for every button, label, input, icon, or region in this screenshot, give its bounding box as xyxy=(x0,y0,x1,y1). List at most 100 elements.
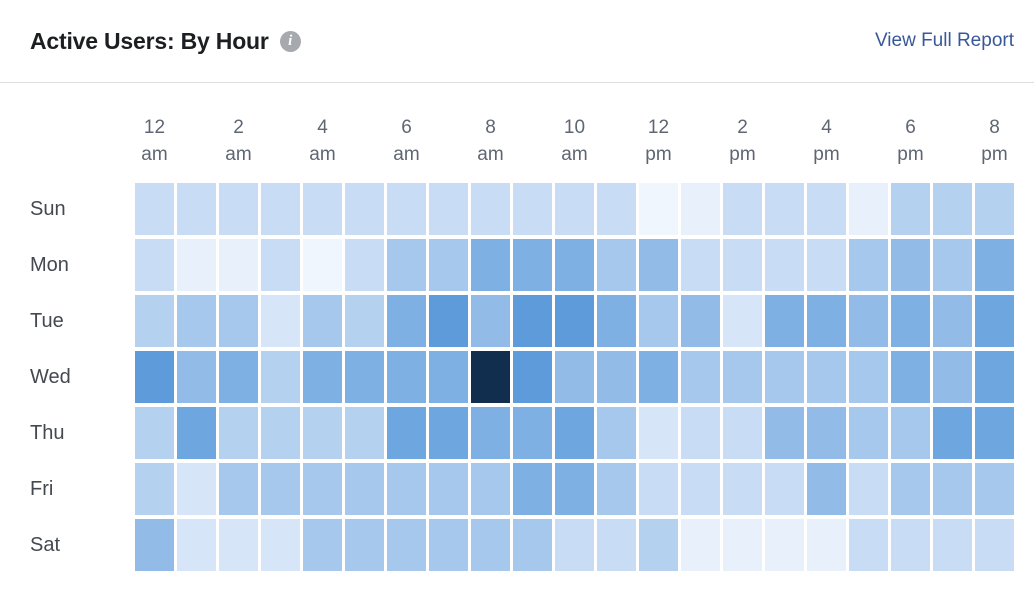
heatmap-cell[interactable] xyxy=(345,183,384,235)
heatmap-cell[interactable] xyxy=(933,239,972,291)
heatmap-cell[interactable] xyxy=(135,351,174,403)
heatmap-cell[interactable] xyxy=(723,519,762,571)
heatmap-cell[interactable] xyxy=(597,407,636,459)
heatmap-cell[interactable] xyxy=(933,519,972,571)
heatmap-cell[interactable] xyxy=(345,519,384,571)
heatmap-cell[interactable] xyxy=(135,183,174,235)
heatmap-cell[interactable] xyxy=(807,463,846,515)
heatmap-cell[interactable] xyxy=(765,519,804,571)
info-icon[interactable]: i xyxy=(279,30,301,52)
heatmap-cell[interactable] xyxy=(849,407,888,459)
heatmap-cell[interactable] xyxy=(807,519,846,571)
heatmap-cell[interactable] xyxy=(849,295,888,347)
heatmap-cell[interactable] xyxy=(429,183,468,235)
heatmap-cell[interactable] xyxy=(471,407,510,459)
heatmap-cell[interactable] xyxy=(975,407,1014,459)
heatmap-cell[interactable] xyxy=(303,239,342,291)
heatmap-cell[interactable] xyxy=(681,463,720,515)
heatmap-cell[interactable] xyxy=(891,407,930,459)
heatmap-cell[interactable] xyxy=(639,463,678,515)
heatmap-cell[interactable] xyxy=(555,519,594,571)
heatmap-cell[interactable] xyxy=(723,183,762,235)
heatmap-cell[interactable] xyxy=(429,351,468,403)
heatmap-cell[interactable] xyxy=(429,463,468,515)
heatmap-cell[interactable] xyxy=(135,295,174,347)
heatmap-cell[interactable] xyxy=(513,407,552,459)
view-full-report-link[interactable]: View Full Report xyxy=(874,30,1014,51)
heatmap-cell[interactable] xyxy=(513,519,552,571)
heatmap-cell[interactable] xyxy=(639,183,678,235)
heatmap-cell[interactable] xyxy=(723,351,762,403)
heatmap-cell[interactable] xyxy=(135,519,174,571)
heatmap-cell[interactable] xyxy=(891,519,930,571)
heatmap-cell[interactable] xyxy=(849,239,888,291)
heatmap-cell[interactable] xyxy=(849,183,888,235)
heatmap-cell[interactable] xyxy=(429,407,468,459)
heatmap-cell[interactable] xyxy=(555,407,594,459)
heatmap-cell[interactable] xyxy=(807,351,846,403)
heatmap-cell[interactable] xyxy=(387,351,426,403)
heatmap-cell[interactable] xyxy=(639,351,678,403)
heatmap-cell[interactable] xyxy=(849,351,888,403)
heatmap-cell[interactable] xyxy=(765,295,804,347)
heatmap-cell[interactable] xyxy=(177,351,216,403)
heatmap-cell[interactable] xyxy=(387,183,426,235)
heatmap-cell[interactable] xyxy=(765,407,804,459)
heatmap-cell[interactable] xyxy=(807,239,846,291)
heatmap-cell[interactable] xyxy=(219,519,258,571)
heatmap-cell[interactable] xyxy=(471,183,510,235)
heatmap-cell[interactable] xyxy=(807,183,846,235)
heatmap-cell[interactable] xyxy=(639,239,678,291)
heatmap-cell[interactable] xyxy=(597,295,636,347)
heatmap-cell[interactable] xyxy=(387,519,426,571)
heatmap-cell[interactable] xyxy=(261,519,300,571)
heatmap-cell[interactable] xyxy=(807,295,846,347)
heatmap-cell[interactable] xyxy=(471,463,510,515)
heatmap-cell[interactable] xyxy=(471,239,510,291)
heatmap-cell[interactable] xyxy=(891,463,930,515)
heatmap-cell[interactable] xyxy=(681,183,720,235)
heatmap-cell[interactable] xyxy=(513,183,552,235)
heatmap-cell[interactable] xyxy=(849,463,888,515)
heatmap-cell[interactable] xyxy=(555,351,594,403)
heatmap-cell[interactable] xyxy=(513,463,552,515)
heatmap-cell[interactable] xyxy=(219,407,258,459)
heatmap-cell[interactable] xyxy=(597,183,636,235)
heatmap-cell[interactable] xyxy=(387,239,426,291)
heatmap-cell[interactable] xyxy=(261,463,300,515)
heatmap-cell[interactable] xyxy=(681,407,720,459)
heatmap-cell[interactable] xyxy=(345,463,384,515)
heatmap-cell[interactable] xyxy=(303,295,342,347)
heatmap-cell[interactable] xyxy=(891,351,930,403)
heatmap-cell[interactable] xyxy=(303,407,342,459)
heatmap-cell[interactable] xyxy=(681,239,720,291)
heatmap-cell[interactable] xyxy=(975,183,1014,235)
heatmap-cell[interactable] xyxy=(261,239,300,291)
heatmap-cell[interactable] xyxy=(555,239,594,291)
heatmap-cell[interactable] xyxy=(765,351,804,403)
heatmap-cell[interactable] xyxy=(177,239,216,291)
heatmap-cell[interactable] xyxy=(303,183,342,235)
heatmap-cell[interactable] xyxy=(555,463,594,515)
heatmap-cell[interactable] xyxy=(219,295,258,347)
heatmap-cell[interactable] xyxy=(513,295,552,347)
heatmap-cell[interactable] xyxy=(849,519,888,571)
heatmap-cell[interactable] xyxy=(723,295,762,347)
heatmap-cell[interactable] xyxy=(765,239,804,291)
heatmap-cell[interactable] xyxy=(219,183,258,235)
heatmap-cell[interactable] xyxy=(219,351,258,403)
heatmap-cell[interactable] xyxy=(975,239,1014,291)
heatmap-cell[interactable] xyxy=(555,183,594,235)
heatmap-cell[interactable] xyxy=(933,295,972,347)
heatmap-cell[interactable] xyxy=(555,295,594,347)
heatmap-cell[interactable] xyxy=(177,519,216,571)
heatmap-cell[interactable] xyxy=(303,519,342,571)
heatmap-cell[interactable] xyxy=(429,239,468,291)
heatmap-cell[interactable] xyxy=(345,351,384,403)
heatmap-cell[interactable] xyxy=(723,407,762,459)
heatmap-cell[interactable] xyxy=(261,407,300,459)
heatmap-cell[interactable] xyxy=(135,239,174,291)
heatmap-cell[interactable] xyxy=(891,183,930,235)
heatmap-cell[interactable] xyxy=(177,183,216,235)
heatmap-cell[interactable] xyxy=(303,351,342,403)
